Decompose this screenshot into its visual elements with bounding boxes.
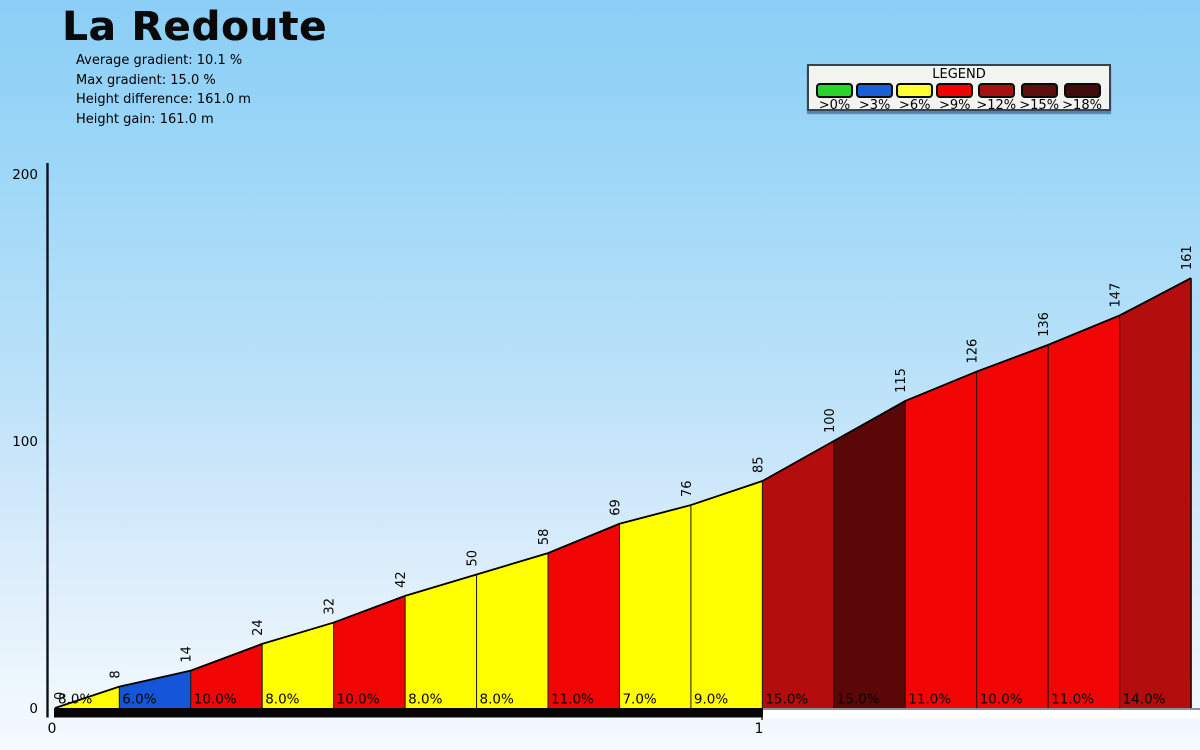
legend-title: LEGEND [932,67,986,82]
legend-item: >15% [1019,83,1059,113]
legend-label: >9% [939,98,971,113]
profile-segment [762,440,834,708]
profile-segment [548,523,620,708]
gradient-label: 10.0% [337,692,380,708]
legend-swatch [896,83,934,98]
legend-label: >0% [818,98,851,113]
gradient-label: 8.0% [480,692,514,708]
legend-box: LEGEND >0% >3% >6% >9% >12% >15% >18% [807,64,1111,113]
gradient-label: 11.0% [908,692,951,708]
elevation-label: 50 [466,550,481,567]
legend-swatch [1020,83,1058,98]
elevation-label: 42 [394,571,409,588]
profile-segment [619,505,691,708]
gradient-label: 11.0% [1051,692,1094,708]
x-axis-bar [54,708,763,718]
elevation-label: 58 [537,529,552,546]
elevation-label: 0 [53,692,68,700]
legend-item: >3% [856,83,894,113]
stat-height-difference: Height difference: 161.0 m [76,92,251,107]
profile-segment [476,553,549,708]
elevation-label: 136 [1037,312,1052,337]
elevation-label: 161 [1180,245,1195,270]
profile-segment [905,371,977,708]
stat-max-gradient: Max gradient: 15.0 % [76,72,216,88]
legend-item: >18% [1062,83,1102,113]
gradient-label: 8.0% [408,692,442,708]
elevation-label: 126 [966,339,981,364]
profile-segment [119,670,191,708]
legend-item: >12% [976,83,1016,113]
gradient-label: 10.0% [980,692,1023,708]
profile-segment [976,344,1049,708]
gradient-label: 8.0% [58,692,92,708]
profile-segment [262,622,334,708]
elevation-label: 24 [251,619,266,636]
legend-label: >3% [858,98,891,113]
gradient-label: 10.0% [194,692,237,708]
elevation-label: 115 [894,368,909,393]
gradient-label: 15.0% [837,692,880,708]
legend-label: >12% [976,98,1017,113]
elevation-label: 100 [823,408,838,433]
y-axis-tick-label: 0 [29,701,38,717]
x-axis-tick-label: 0 [48,721,57,737]
legend-swatch [936,83,974,98]
gradient-label: 14.0% [1123,692,1166,708]
page-title: La Redoute [62,4,328,50]
legend-label: >18% [1062,98,1102,113]
gradient-label: 11.0% [551,692,594,708]
profile-segment [1048,315,1120,708]
legend-swatch [1063,83,1101,98]
legend-items: >0% >3% >6% >9% >12% >15% >18% [809,83,1109,113]
gradient-label: 8.0% [265,692,299,708]
legend-label: >15% [1019,98,1060,113]
legend-item: >6% [896,83,934,113]
stat-height-gain: Height gain: 161.0 m [76,111,214,127]
climb-stats: Average gradient: 10.1 % Max gradient: 1… [76,51,251,129]
profile-segment [190,643,263,708]
legend-swatch [977,83,1015,98]
stat-average-gradient: Average gradient: 10.1 % [76,53,243,68]
legend-swatch [856,83,894,98]
gradient-label: 7.0% [622,692,656,708]
gradient-label: 15.0% [765,692,808,708]
gradient-label: 6.0% [122,692,156,708]
profile-segment [333,595,406,708]
elevation-label: 147 [1109,283,1124,308]
profile-outline [54,277,1192,709]
profile-segment [690,481,763,708]
profile-segment [833,400,906,708]
legend-item: >9% [936,83,974,113]
elevation-label: 14 [180,646,195,663]
elevation-label: 32 [323,598,338,615]
elevation-label: 76 [680,481,695,498]
baseline-extension-strip [763,708,1200,719]
y-axis-tick-label: 200 [12,167,38,183]
profile-segment [1119,278,1192,708]
legend-item: >0% [816,83,853,113]
profile-segment [405,574,477,708]
elevation-label: 69 [608,499,623,516]
elevation-label: 85 [751,456,766,473]
y-axis-tick-label: 100 [12,434,38,450]
legend-swatch [816,83,853,98]
x-axis-tick-label: 1 [755,721,764,737]
gradient-label: 9.0% [694,692,728,708]
elevation-label: 8 [108,670,123,678]
legend-label: >6% [898,98,931,113]
